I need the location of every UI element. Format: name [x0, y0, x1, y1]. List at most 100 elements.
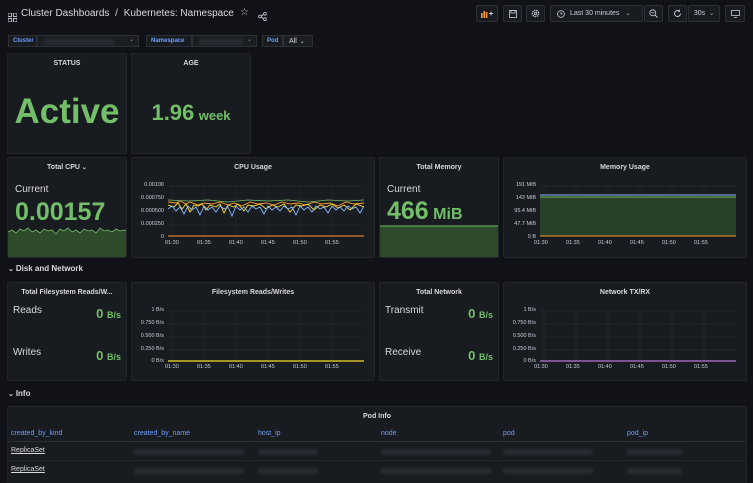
memory-y-tick: 95.4 MiB: [514, 208, 536, 214]
pod-info-title: Pod Info: [363, 413, 391, 420]
net-x-tick: 01:35: [566, 364, 580, 370]
cpu-x-tick: 01:30: [165, 240, 179, 246]
cpu-x-tick: 01:35: [197, 240, 211, 246]
top-bar: Cluster Dashboards / Kubernetes: Namespa…: [0, 0, 753, 28]
refresh-button[interactable]: [668, 5, 687, 22]
cluster-select[interactable]: ⌄: [37, 35, 139, 47]
chevron-down-icon: ⌄: [128, 37, 134, 43]
save-dashboard-button[interactable]: [503, 5, 522, 22]
pod-info-header-row: [8, 425, 746, 442]
add-panel-icon: [481, 11, 493, 18]
chevron-down-icon: ⌄: [81, 165, 87, 171]
fs-rw-panel: Filesystem Reads/Writes 1 B/s 0.750 B/s …: [131, 282, 375, 381]
share-icon[interactable]: [258, 8, 267, 26]
fs-y-tick: 0.250 B/s: [140, 346, 164, 352]
breadcrumb-separator: /: [115, 8, 118, 19]
pod-cell: [503, 449, 593, 455]
cpu-y-tick: 0.000500: [141, 208, 164, 214]
chevron-down-icon: ⌄: [246, 37, 252, 43]
fs-writes-value-group: 0 B/s: [96, 348, 121, 363]
memory-usage-plot: [540, 185, 736, 237]
memory-y-tick: 0 B: [527, 234, 536, 240]
total-cpu-title[interactable]: Total CPU ⌄: [8, 164, 126, 171]
total-network-title: Total Network: [416, 289, 462, 296]
age-unit: week: [198, 108, 231, 123]
pod-variable-label: Pod: [262, 35, 283, 47]
fs-rw-title: Filesystem Reads/Writes: [211, 289, 295, 296]
tv-mode-button[interactable]: [725, 5, 745, 22]
network-txrx-plot: [540, 310, 736, 362]
receive-value-group: 0 B/s: [468, 348, 493, 363]
total-memory-title: Total Memory: [416, 164, 462, 171]
refresh-interval-label: 30s: [693, 10, 706, 17]
refresh-interval-picker[interactable]: 30s ⌄: [688, 5, 720, 22]
chevron-down-icon: ⌄: [8, 266, 16, 273]
created-by-kind-cell[interactable]: ReplicaSet: [11, 466, 45, 473]
time-range-picker[interactable]: Last 30 minutes ⌄: [550, 5, 643, 22]
column-header-created-by-kind[interactable]: created_by_kind: [11, 430, 63, 437]
memory-y-tick: 191 MiB: [515, 182, 536, 188]
net-y-tick: 0 B/s: [523, 358, 536, 364]
star-icon[interactable]: ☆: [240, 7, 249, 18]
settings-button[interactable]: [526, 5, 545, 22]
column-header-node[interactable]: node: [381, 430, 397, 437]
memory-usage-panel: Memory Usage 191 MiB 143 MiB 95.4 MiB 47…: [503, 157, 747, 258]
clock-icon: [557, 9, 565, 18]
cpu-x-tick: 01:45: [261, 240, 275, 246]
net-x-tick: 01:40: [598, 364, 612, 370]
column-header-host-ip[interactable]: host_ip: [258, 430, 281, 437]
column-header-created-by-name[interactable]: created_by_name: [134, 430, 191, 437]
info-row-header[interactable]: ⌄ Info: [8, 389, 30, 398]
cluster-variable-label: Cluster: [8, 35, 37, 47]
fs-writes-label: Writes: [13, 347, 42, 358]
fs-reads-label: Reads: [13, 305, 42, 316]
column-header-pod[interactable]: pod: [503, 430, 515, 437]
memory-y-tick: 143 MiB: [515, 195, 536, 201]
memory-x-tick: 01:45: [630, 240, 644, 246]
net-y-tick: 0.750 B/s: [512, 320, 536, 326]
memory-x-tick: 01:30: [534, 240, 548, 246]
chevron-down-icon: ⌄: [625, 11, 631, 17]
total-cpu-title-text: Total CPU: [47, 164, 80, 171]
receive-value: 0: [468, 348, 476, 363]
namespace-select[interactable]: ⌄: [192, 35, 257, 47]
table-row: ReplicaSet: [8, 462, 746, 480]
fs-x-tick: 01:35: [197, 364, 211, 370]
fs-totals-title: Total Filesystem Reads/W...: [21, 289, 113, 296]
add-panel-button[interactable]: [476, 5, 498, 22]
fs-reads-value-group: 0 B/s: [96, 306, 121, 321]
fs-x-tick: 01:55: [325, 364, 339, 370]
page-title: Kubernetes: Namespace: [123, 8, 234, 19]
net-x-tick: 01:45: [630, 364, 644, 370]
net-x-tick: 01:30: [534, 364, 548, 370]
receive-unit: B/s: [478, 352, 493, 362]
total-memory-value-group: 466 MiB: [387, 197, 463, 226]
column-header-pod-ip[interactable]: pod_ip: [627, 430, 649, 437]
age-panel: AGE 1.96 week: [131, 53, 251, 154]
net-x-tick: 01:55: [694, 364, 708, 370]
cpu-y-tick: 0.00100: [144, 182, 164, 188]
network-txrx-panel: Network TX/RX 1 B/s 0.750 B/s 0.500 B/s …: [503, 282, 747, 381]
fs-rw-plot: [168, 310, 364, 362]
created-by-kind-cell[interactable]: ReplicaSet: [11, 447, 45, 454]
host-ip-cell: [258, 468, 318, 474]
total-cpu-sparkline: [8, 227, 126, 257]
cpu-usage-plot: [168, 185, 364, 237]
total-cpu-value: 0.00157: [15, 198, 106, 226]
fs-x-tick: 01:30: [165, 364, 179, 370]
disk-network-row-header[interactable]: ⌄ Disk and Network: [8, 264, 83, 273]
node-cell: [381, 449, 491, 455]
cpu-y-tick: 0: [160, 234, 164, 240]
memory-x-tick: 01:50: [662, 240, 676, 246]
fs-writes-value: 0: [96, 348, 104, 363]
total-cpu-label: Current: [15, 184, 49, 195]
chevron-down-icon: ⌄: [709, 11, 715, 17]
zoom-out-button[interactable]: [644, 5, 663, 22]
pod-select[interactable]: All ⌄: [283, 35, 313, 47]
status-panel-title: STATUS: [53, 60, 81, 67]
memory-x-tick: 01:35: [566, 240, 580, 246]
dashboards-grid-icon[interactable]: [7, 9, 18, 23]
cpu-x-tick: 01:55: [325, 240, 339, 246]
breadcrumb-parent[interactable]: Cluster Dashboards: [21, 8, 110, 19]
fs-y-tick: 0 B/s: [151, 358, 164, 364]
